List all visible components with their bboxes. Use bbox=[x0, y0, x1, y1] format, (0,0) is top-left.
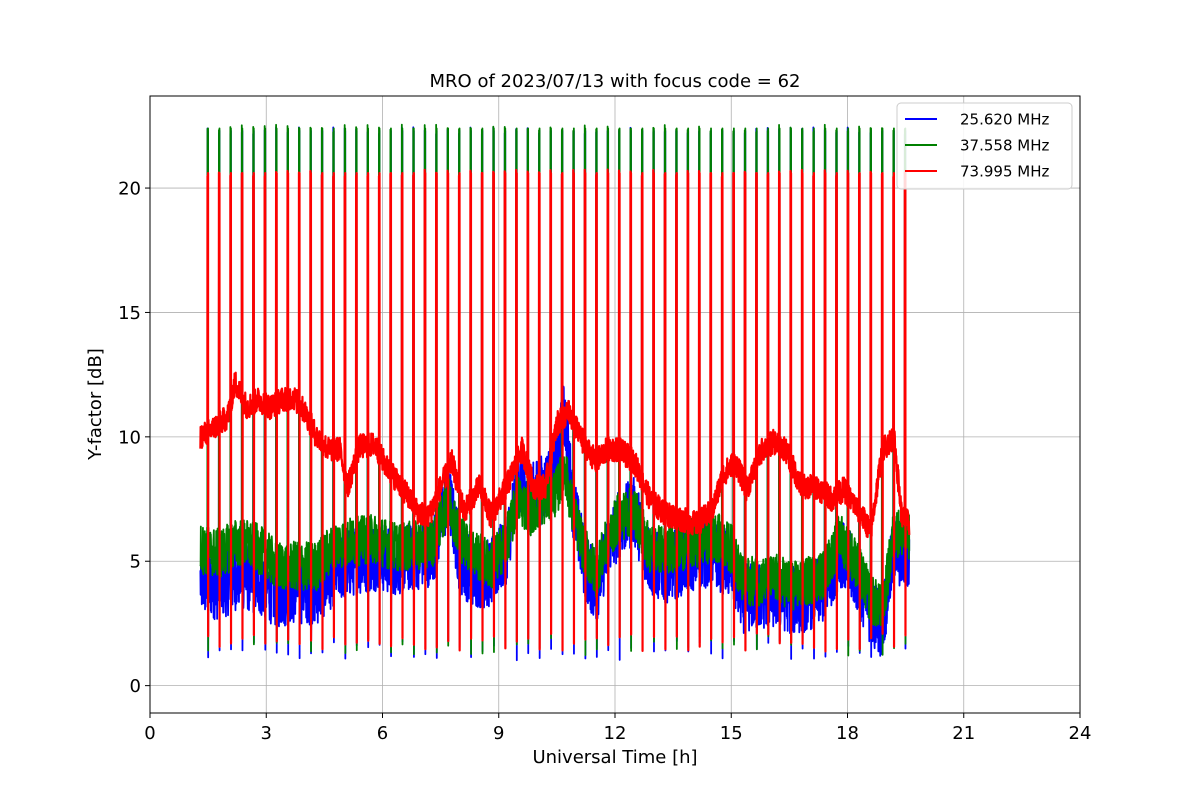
x-tick-label: 3 bbox=[261, 723, 272, 744]
plot-series bbox=[199, 123, 911, 662]
x-tick-label: 0 bbox=[144, 723, 155, 744]
x-tick-label: 18 bbox=[836, 723, 859, 744]
x-axis-label: Universal Time [h] bbox=[532, 747, 697, 768]
y-axis-label: Y-factor [dB] bbox=[85, 348, 106, 461]
x-tick-label: 24 bbox=[1069, 723, 1092, 744]
y-tick-label: 0 bbox=[130, 676, 141, 697]
y-tick-label: 5 bbox=[130, 552, 141, 573]
legend-box bbox=[896, 102, 1073, 190]
x-tick-label: 6 bbox=[377, 723, 388, 744]
axis-ticks: 0 3 6 9 12 15 18 21 24 0 5 10 15 20 bbox=[118, 179, 1091, 744]
x-tick-label: 12 bbox=[604, 723, 627, 744]
y-tick-label: 10 bbox=[118, 427, 141, 448]
legend-label-series-2: 37.558 MHz bbox=[960, 137, 1049, 155]
series-line-3 bbox=[199, 168, 911, 653]
legend-label-series-1: 25.620 MHz bbox=[960, 111, 1049, 129]
y-tick-label: 15 bbox=[118, 303, 141, 324]
x-tick-label: 21 bbox=[952, 723, 975, 744]
x-tick-label: 15 bbox=[720, 723, 743, 744]
legend: 25.620 MHz 37.558 MHz 73.995 MHz bbox=[896, 102, 1073, 190]
y-tick-label: 20 bbox=[118, 179, 141, 200]
x-tick-label: 9 bbox=[493, 723, 504, 744]
legend-label-series-3: 73.995 MHz bbox=[960, 163, 1049, 181]
chart-title: MRO of 2023/07/13 with focus code = 62 bbox=[430, 71, 801, 92]
